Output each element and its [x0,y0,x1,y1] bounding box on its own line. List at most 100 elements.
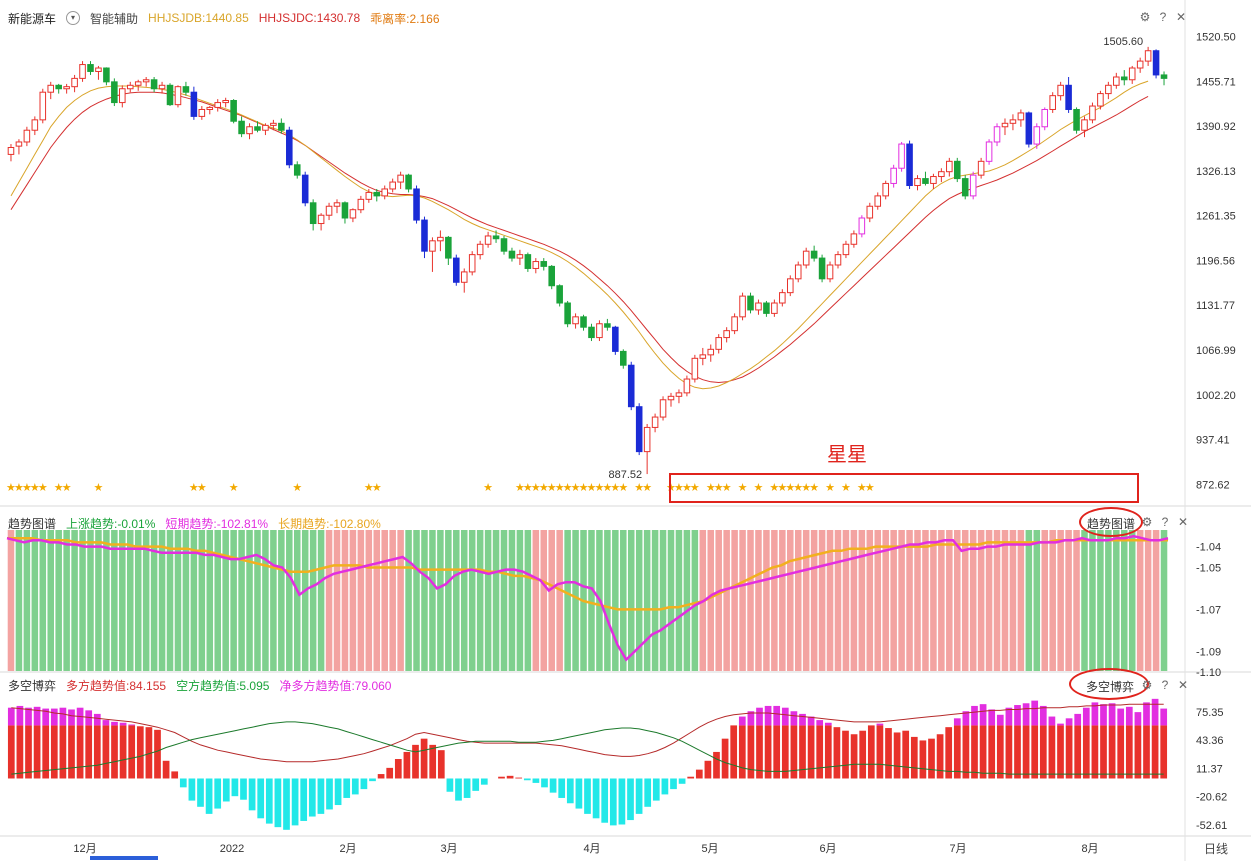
trend-tick-label: -1.07 [1196,604,1221,616]
close-icon[interactable]: ✕ [1177,678,1189,692]
candle-body [890,167,897,184]
help-icon[interactable]: ? [1161,678,1169,692]
star-marker: ★ [841,482,851,494]
net-short-bar [609,778,617,826]
net-short-bar [558,778,566,798]
x-tick-label: 5月 [701,843,718,855]
net-long-bar [747,725,755,779]
trend-bg-bar [309,530,317,671]
net-long-bar-top [816,720,824,726]
net-long-bar [773,725,781,779]
candle-body [826,264,834,280]
trend-bg-bar [627,530,635,671]
candle-body [397,174,404,183]
trend-bg-bar [1105,530,1112,671]
trend-bg-bar [1057,530,1064,671]
net-short-bar [575,778,583,809]
net-long-bar [910,736,918,779]
x-tick-label: 4月 [583,843,600,855]
period-label[interactable]: 日线 [1204,842,1229,856]
net-long-bar [738,725,746,779]
net-short-bar [532,778,540,783]
net-long-bar-top [953,718,961,726]
ma-slow-line [10,91,1149,384]
price-tick-label: 1131.77 [1196,300,1235,312]
settings-icon[interactable]: ⚙ [1139,10,1151,24]
candle-body [938,171,945,178]
candle-body [643,426,651,453]
settings-icon[interactable]: ⚙ [1141,515,1153,529]
trend-bg-bar [1121,530,1128,671]
net-short-bar [455,778,462,801]
help-icon[interactable]: ? [1159,10,1167,24]
trend-bg-bar [1144,530,1152,671]
candle-body [341,202,349,219]
candle-body [596,323,603,339]
trend-bg-bar [126,530,134,671]
trend-bg-bar [715,530,722,671]
trend-header: 趋势图谱 上涨趋势:-0.01% 短期趋势:-102.81% 长期趋势:-102… [8,514,381,532]
trend-up-value: 上涨趋势:-0.01% [66,516,156,531]
candle-body [246,126,253,135]
net-short-bar [360,778,368,790]
net-short-bar [523,778,531,781]
trend-bg-bar [1160,530,1168,671]
net-long-bar [781,725,789,779]
candle-body [166,84,174,106]
candle-body [699,354,707,359]
trend-bg-bar [397,530,404,671]
net-long-bar-top [1057,723,1064,726]
candle-body [818,257,826,280]
net-long-bar-top [102,720,110,726]
trend-bg-bar [882,530,889,671]
star-marker: ★ [706,482,716,494]
candle-body [47,84,55,93]
net-long-bar [16,725,24,779]
scroll-thumb [90,856,158,860]
trend-bg-bar [484,530,492,671]
net-long-bar [730,725,738,779]
candle-body [532,261,540,269]
net-long-bar [119,725,127,779]
net-long-bar [145,727,153,779]
close-icon[interactable]: ✕ [1177,515,1189,529]
candle-body [349,209,357,219]
trend-short-value: 短期趋势:-102.81% [165,516,269,531]
game-net-value: 净多方趋势值:79.060 [279,678,392,693]
settings-icon[interactable]: ⚙ [1141,678,1153,692]
trend-bg-bar [134,530,142,671]
candle-body [627,364,635,408]
net-long-bar-top [33,706,41,726]
low-price-label: 887.52 [608,469,642,481]
net-long-bar [799,725,806,779]
net-long-bar [25,725,32,779]
trend-bg-bar [564,530,571,671]
trend-bg-bar [150,530,158,671]
close-icon[interactable]: ✕ [1175,10,1187,24]
net-long-bar-top [93,713,101,726]
star-marker: ★ [690,482,700,494]
candle-body [238,120,245,135]
candle-body [850,233,858,245]
net-long-bar-top [876,723,884,726]
x-tick-label: 2月 [339,843,356,855]
net-long-bar-top [988,709,996,726]
assist-dropdown-icon[interactable]: ▾ [66,11,81,25]
net-long-bar [807,725,815,779]
candle-body [1081,119,1088,131]
candle-body [524,254,532,269]
net-short-bar [222,778,230,802]
symbol-name[interactable]: 新能源车 [8,11,57,26]
game-tick-label: 75.35 [1196,707,1224,719]
assist-label[interactable]: 智能辅助 [90,11,139,26]
trend-bg-bar [914,530,921,671]
game-tick-label: 11.37 [1196,763,1223,775]
help-icon[interactable]: ? [1161,515,1169,529]
net-long-bar-top [1082,707,1090,726]
candle-body [429,240,436,252]
trend-bg-bar [95,530,102,671]
candle-body [794,264,802,280]
candle-body [810,250,818,259]
game-tick-label: -20.62 [1196,792,1227,804]
